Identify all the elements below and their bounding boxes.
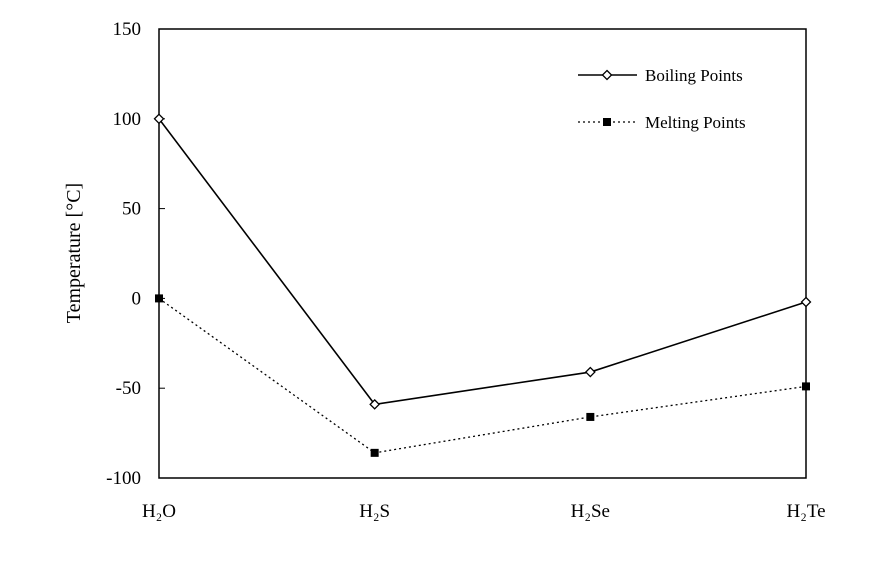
data-point-marker bbox=[800, 296, 812, 308]
legend-marker bbox=[603, 118, 611, 126]
x-tick-label: H₂O bbox=[142, 501, 176, 522]
legend-label: Boiling Points bbox=[645, 66, 743, 85]
y-axis-title: Temperature [°C] bbox=[63, 183, 85, 323]
y-tick-label: 100 bbox=[113, 109, 142, 130]
x-tick-label: H₂S bbox=[359, 501, 390, 522]
series-layer bbox=[153, 113, 812, 457]
y-axis: 150 100 50 0 -50 -100 bbox=[106, 19, 165, 489]
legend-marker bbox=[601, 69, 613, 81]
x-tick-label: H₂Se bbox=[571, 501, 610, 522]
data-point-marker bbox=[584, 366, 596, 378]
x-axis: H₂O H₂S H₂Se H₂Te bbox=[142, 501, 826, 522]
legend: Boiling Points Melting Points bbox=[578, 66, 746, 132]
x-tick-label: H₂Te bbox=[786, 501, 825, 522]
data-point-marker bbox=[586, 412, 595, 421]
series-1 bbox=[153, 113, 812, 410]
data-point-marker bbox=[155, 294, 163, 303]
series-line bbox=[158, 118, 807, 406]
y-tick-label: -100 bbox=[106, 468, 141, 489]
series-2 bbox=[155, 294, 810, 457]
plot-area-frame bbox=[158, 28, 807, 479]
data-point-marker bbox=[370, 448, 379, 457]
y-tick-label: 50 bbox=[122, 199, 141, 220]
data-point-marker bbox=[153, 113, 165, 125]
legend-label: Melting Points bbox=[645, 113, 746, 132]
data-point-marker bbox=[369, 398, 381, 410]
y-tick-label: 150 bbox=[113, 19, 142, 40]
series-line bbox=[158, 297, 807, 454]
data-point-marker bbox=[802, 382, 810, 391]
y-tick-label: 0 bbox=[132, 288, 142, 309]
y-tick-label: -50 bbox=[116, 378, 141, 399]
